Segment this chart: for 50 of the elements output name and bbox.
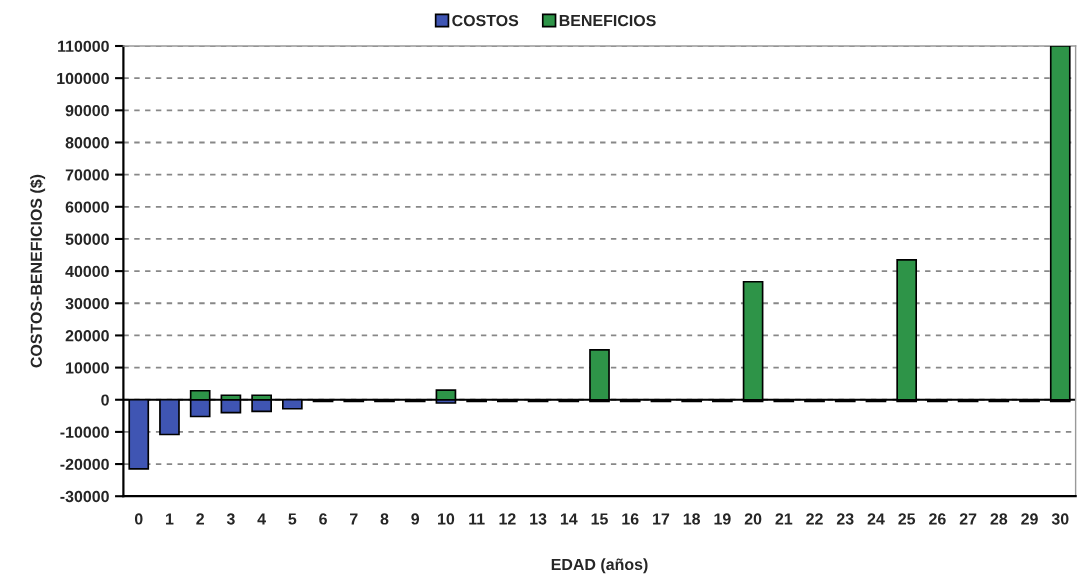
- x-tick-label: 14: [560, 513, 578, 525]
- y-tick-label: 30000: [65, 297, 109, 310]
- x-tick-label: 8: [380, 513, 389, 525]
- x-tick-label: 19: [714, 513, 731, 525]
- x-tick-label: 4: [257, 513, 266, 525]
- x-axis-title: EDAD (años): [551, 558, 648, 574]
- x-tick-label: 12: [499, 513, 516, 525]
- y-tick-label: 70000: [65, 169, 109, 181]
- x-tick-label: 15: [591, 513, 608, 525]
- y-axis-title: COSTOS-BENEFICIOS ($): [29, 174, 46, 368]
- legend-label: COSTOS: [452, 14, 519, 27]
- x-tick-label: 21: [775, 513, 793, 525]
- x-tick-label: 27: [959, 513, 977, 525]
- x-tick-label: 17: [653, 513, 670, 525]
- x-tick-label: 28: [990, 513, 1008, 525]
- legend-label: BENEFICIOS: [559, 14, 656, 27]
- x-tick-label: 6: [319, 513, 327, 525]
- y-tick-label: 20000: [65, 330, 109, 342]
- y-tick-label: 10000: [66, 362, 109, 374]
- y-tick-label: -20000: [60, 458, 109, 471]
- x-tick-label: 10: [438, 513, 455, 525]
- y-tick-label: 50000: [65, 233, 109, 245]
- x-tick-label: 20: [744, 513, 762, 525]
- x-tick-label: 24: [867, 513, 885, 525]
- x-tick-label: 25: [898, 513, 916, 525]
- x-tick-label: 9: [411, 513, 420, 525]
- x-tick-label: 0: [134, 513, 143, 525]
- y-tick-label: 100000: [57, 72, 109, 85]
- x-tick-label: 1: [166, 513, 174, 525]
- x-tick-label: 13: [530, 513, 547, 525]
- x-tick-label: 3: [226, 513, 235, 525]
- x-tick-label: 23: [836, 513, 854, 525]
- y-tick-label: -10000: [60, 426, 109, 438]
- y-tick-label: -30000: [60, 490, 109, 503]
- x-tick-label: 22: [806, 513, 823, 525]
- x-tick-label: 16: [622, 513, 639, 525]
- y-tick-label: 80000: [65, 137, 109, 149]
- y-tick-label: 0: [101, 394, 109, 406]
- x-tick-label: 11: [469, 513, 485, 525]
- x-tick-label: 18: [683, 513, 701, 525]
- x-tick-label: 30: [1051, 513, 1069, 525]
- x-tick-label: 7: [350, 513, 358, 525]
- x-tick-label: 26: [929, 513, 946, 525]
- x-tick-label: 29: [1021, 513, 1038, 525]
- y-tick-label: 60000: [65, 201, 109, 213]
- y-tick-label: 90000: [65, 104, 109, 117]
- y-tick-label: 110000: [58, 40, 109, 52]
- x-tick-label: 5: [288, 513, 297, 525]
- y-tick-label: 40000: [65, 265, 109, 278]
- x-tick-label: 2: [196, 513, 204, 525]
